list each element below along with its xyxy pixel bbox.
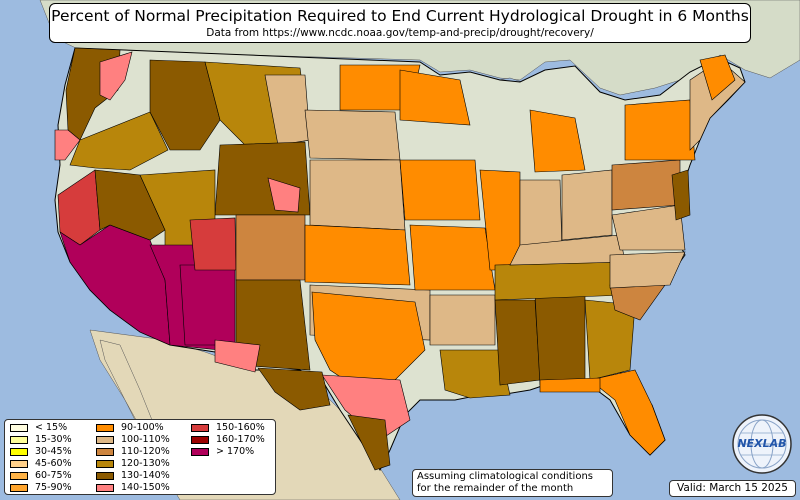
map-title: Percent of Normal Precipitation Required… (51, 7, 749, 25)
legend-label: 30-45% (35, 446, 72, 457)
region-co-red (189, 217, 237, 271)
region-wa-red (99, 51, 133, 101)
region-oh (561, 169, 613, 241)
region-ia (399, 159, 481, 221)
legend-label: 110-120% (121, 446, 170, 457)
region-or-pink (54, 129, 81, 161)
legend-item: 110-120% (96, 446, 191, 458)
region-ms (494, 299, 541, 386)
legend-item: 75-90% (10, 482, 96, 494)
region-nj-md (671, 169, 691, 221)
region-tx-west (257, 367, 331, 411)
region-sd (304, 109, 401, 161)
legend-label: 140-150% (121, 482, 170, 493)
region-ne (309, 159, 406, 231)
region-ny (624, 99, 696, 161)
region-fl-panhandle (539, 377, 601, 393)
legend-item: < 15% (10, 422, 96, 434)
nexlab-logo: NEXLAB (732, 414, 792, 474)
region-va (611, 204, 686, 251)
legend-label: < 15% (35, 422, 68, 433)
note-line-1: Assuming climatological conditions (417, 471, 593, 482)
region-mi (529, 109, 586, 173)
legend-item: 150-160% (191, 422, 279, 434)
legend-item: 130-140% (96, 470, 191, 482)
region-ca-red (57, 169, 101, 246)
legend-label: 150-160% (216, 422, 265, 433)
legend-item: 160-170% (191, 434, 279, 446)
region-fl (589, 369, 666, 456)
legend-swatch (96, 424, 114, 432)
legend-label: 120-130% (121, 458, 170, 469)
legend-swatch (10, 424, 28, 432)
region-nc (609, 251, 686, 289)
legend: < 15% 15-30% 30-45% 45-60% 60-75% 75-90% 90-10… (4, 419, 276, 495)
legend-item: 100-110% (96, 434, 191, 446)
region-wy-pink (267, 177, 301, 213)
legend-label: 75-90% (35, 482, 72, 493)
legend-swatch (10, 448, 28, 456)
legend-swatch (191, 424, 209, 432)
title-box: Percent of Normal Precipitation Required… (49, 3, 751, 43)
legend-item: > 170% (191, 446, 279, 458)
region-ar (429, 294, 496, 346)
note-line-2: for the remainder of the month (417, 483, 574, 494)
legend-label: 100-110% (121, 434, 170, 445)
region-al (534, 294, 586, 386)
legend-item: 90-100% (96, 422, 191, 434)
region-tn (494, 261, 626, 301)
legend-swatch (10, 436, 28, 444)
legend-swatch (96, 472, 114, 480)
legend-item: 15-30% (10, 434, 96, 446)
region-me (699, 54, 736, 101)
logo-text: NEXLAB (737, 437, 786, 450)
region-pa (611, 159, 681, 211)
legend-swatch (10, 472, 28, 480)
legend-label: 160-170% (216, 434, 265, 445)
region-ks (304, 224, 411, 286)
region-mo (409, 224, 496, 291)
legend-label: 15-30% (35, 434, 72, 445)
map-subtitle: Data from https://www.ncdc.noaa.gov/temp… (206, 27, 594, 39)
legend-label: 130-140% (121, 470, 170, 481)
legend-label: 90-100% (121, 422, 164, 433)
legend-item: 140-150% (96, 482, 191, 494)
region-tx-south (347, 414, 391, 471)
legend-swatch (10, 460, 28, 468)
legend-swatch (191, 448, 209, 456)
legend-label: 60-75% (35, 470, 72, 481)
valid-date: Valid: March 15 2025 (669, 480, 796, 497)
region-tx-pink (321, 374, 411, 441)
legend-swatch (10, 484, 28, 492)
region-fills (54, 47, 746, 471)
legend-swatch (96, 448, 114, 456)
region-la (439, 349, 511, 399)
legend-swatch (96, 436, 114, 444)
region-co (235, 214, 306, 281)
assumption-note: Assuming climatological conditions for t… (412, 469, 613, 497)
legend-swatch (96, 460, 114, 468)
legend-item: 60-75% (10, 470, 96, 482)
legend-swatch (191, 436, 209, 444)
region-nm (179, 264, 236, 346)
region-mn (399, 69, 471, 126)
legend-swatch (96, 484, 114, 492)
legend-label: > 170% (216, 446, 255, 457)
legend-item: 30-45% (10, 446, 96, 458)
legend-item: 45-60% (10, 458, 96, 470)
legend-item: 120-130% (96, 458, 191, 470)
region-sw-pink (214, 339, 261, 373)
legend-label: 45-60% (35, 458, 72, 469)
